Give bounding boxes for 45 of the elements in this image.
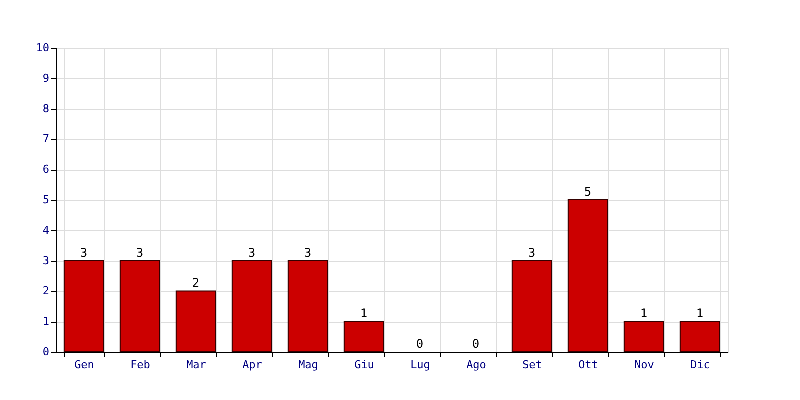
- bar: [120, 260, 160, 352]
- y-tick-label: 9: [42, 72, 50, 85]
- x-tick-label: Ago: [466, 358, 486, 372]
- x-tick-label: Feb: [130, 358, 150, 372]
- y-tick-label: 6: [42, 163, 50, 176]
- x-tick-label: Nov: [634, 358, 655, 372]
- y-tick-label: 5: [42, 194, 50, 206]
- x-tick-label: Ott: [578, 358, 598, 372]
- y-tick-label: 4: [42, 224, 50, 237]
- y-tick-label: 7: [42, 132, 50, 146]
- y-tick-label: 8: [42, 102, 50, 116]
- bar: [288, 260, 328, 352]
- data-label: 1: [696, 306, 704, 321]
- data-label: 1: [360, 306, 368, 321]
- data-label: 3: [304, 246, 312, 260]
- x-tick-label: Mar: [186, 358, 207, 372]
- bar: [568, 200, 608, 352]
- bar: [512, 260, 552, 352]
- data-label: 1: [640, 306, 648, 321]
- x-tick-label: Gen: [74, 358, 94, 372]
- bar: [232, 260, 272, 352]
- x-tick-label: Mag: [298, 358, 318, 372]
- x-tick-label: Giu: [354, 358, 374, 372]
- data-label: 3: [248, 246, 256, 260]
- y-tick-label: 3: [42, 254, 50, 268]
- y-tick-label: 1: [42, 315, 50, 328]
- data-label: 3: [528, 246, 536, 260]
- data-label: 3: [80, 246, 88, 260]
- y-tick-label: 0: [42, 346, 50, 358]
- bar: [624, 321, 664, 352]
- x-tick-label: Apr: [242, 358, 263, 372]
- x-tick-label: Set: [522, 358, 542, 372]
- data-label: 0: [416, 337, 424, 351]
- data-label: 3: [136, 246, 144, 260]
- y-tick-label: 2: [42, 284, 50, 298]
- data-label: 2: [192, 276, 200, 290]
- x-tick-label: Dic: [690, 358, 710, 372]
- bar: [64, 260, 104, 352]
- x-tick-label: Lug: [410, 358, 430, 372]
- y-tick-label: 10: [36, 42, 50, 54]
- data-label: 0: [472, 337, 480, 351]
- bar: [176, 290, 216, 352]
- bar: [344, 321, 384, 352]
- bar: [680, 321, 720, 352]
- data-label: 5: [584, 185, 592, 199]
